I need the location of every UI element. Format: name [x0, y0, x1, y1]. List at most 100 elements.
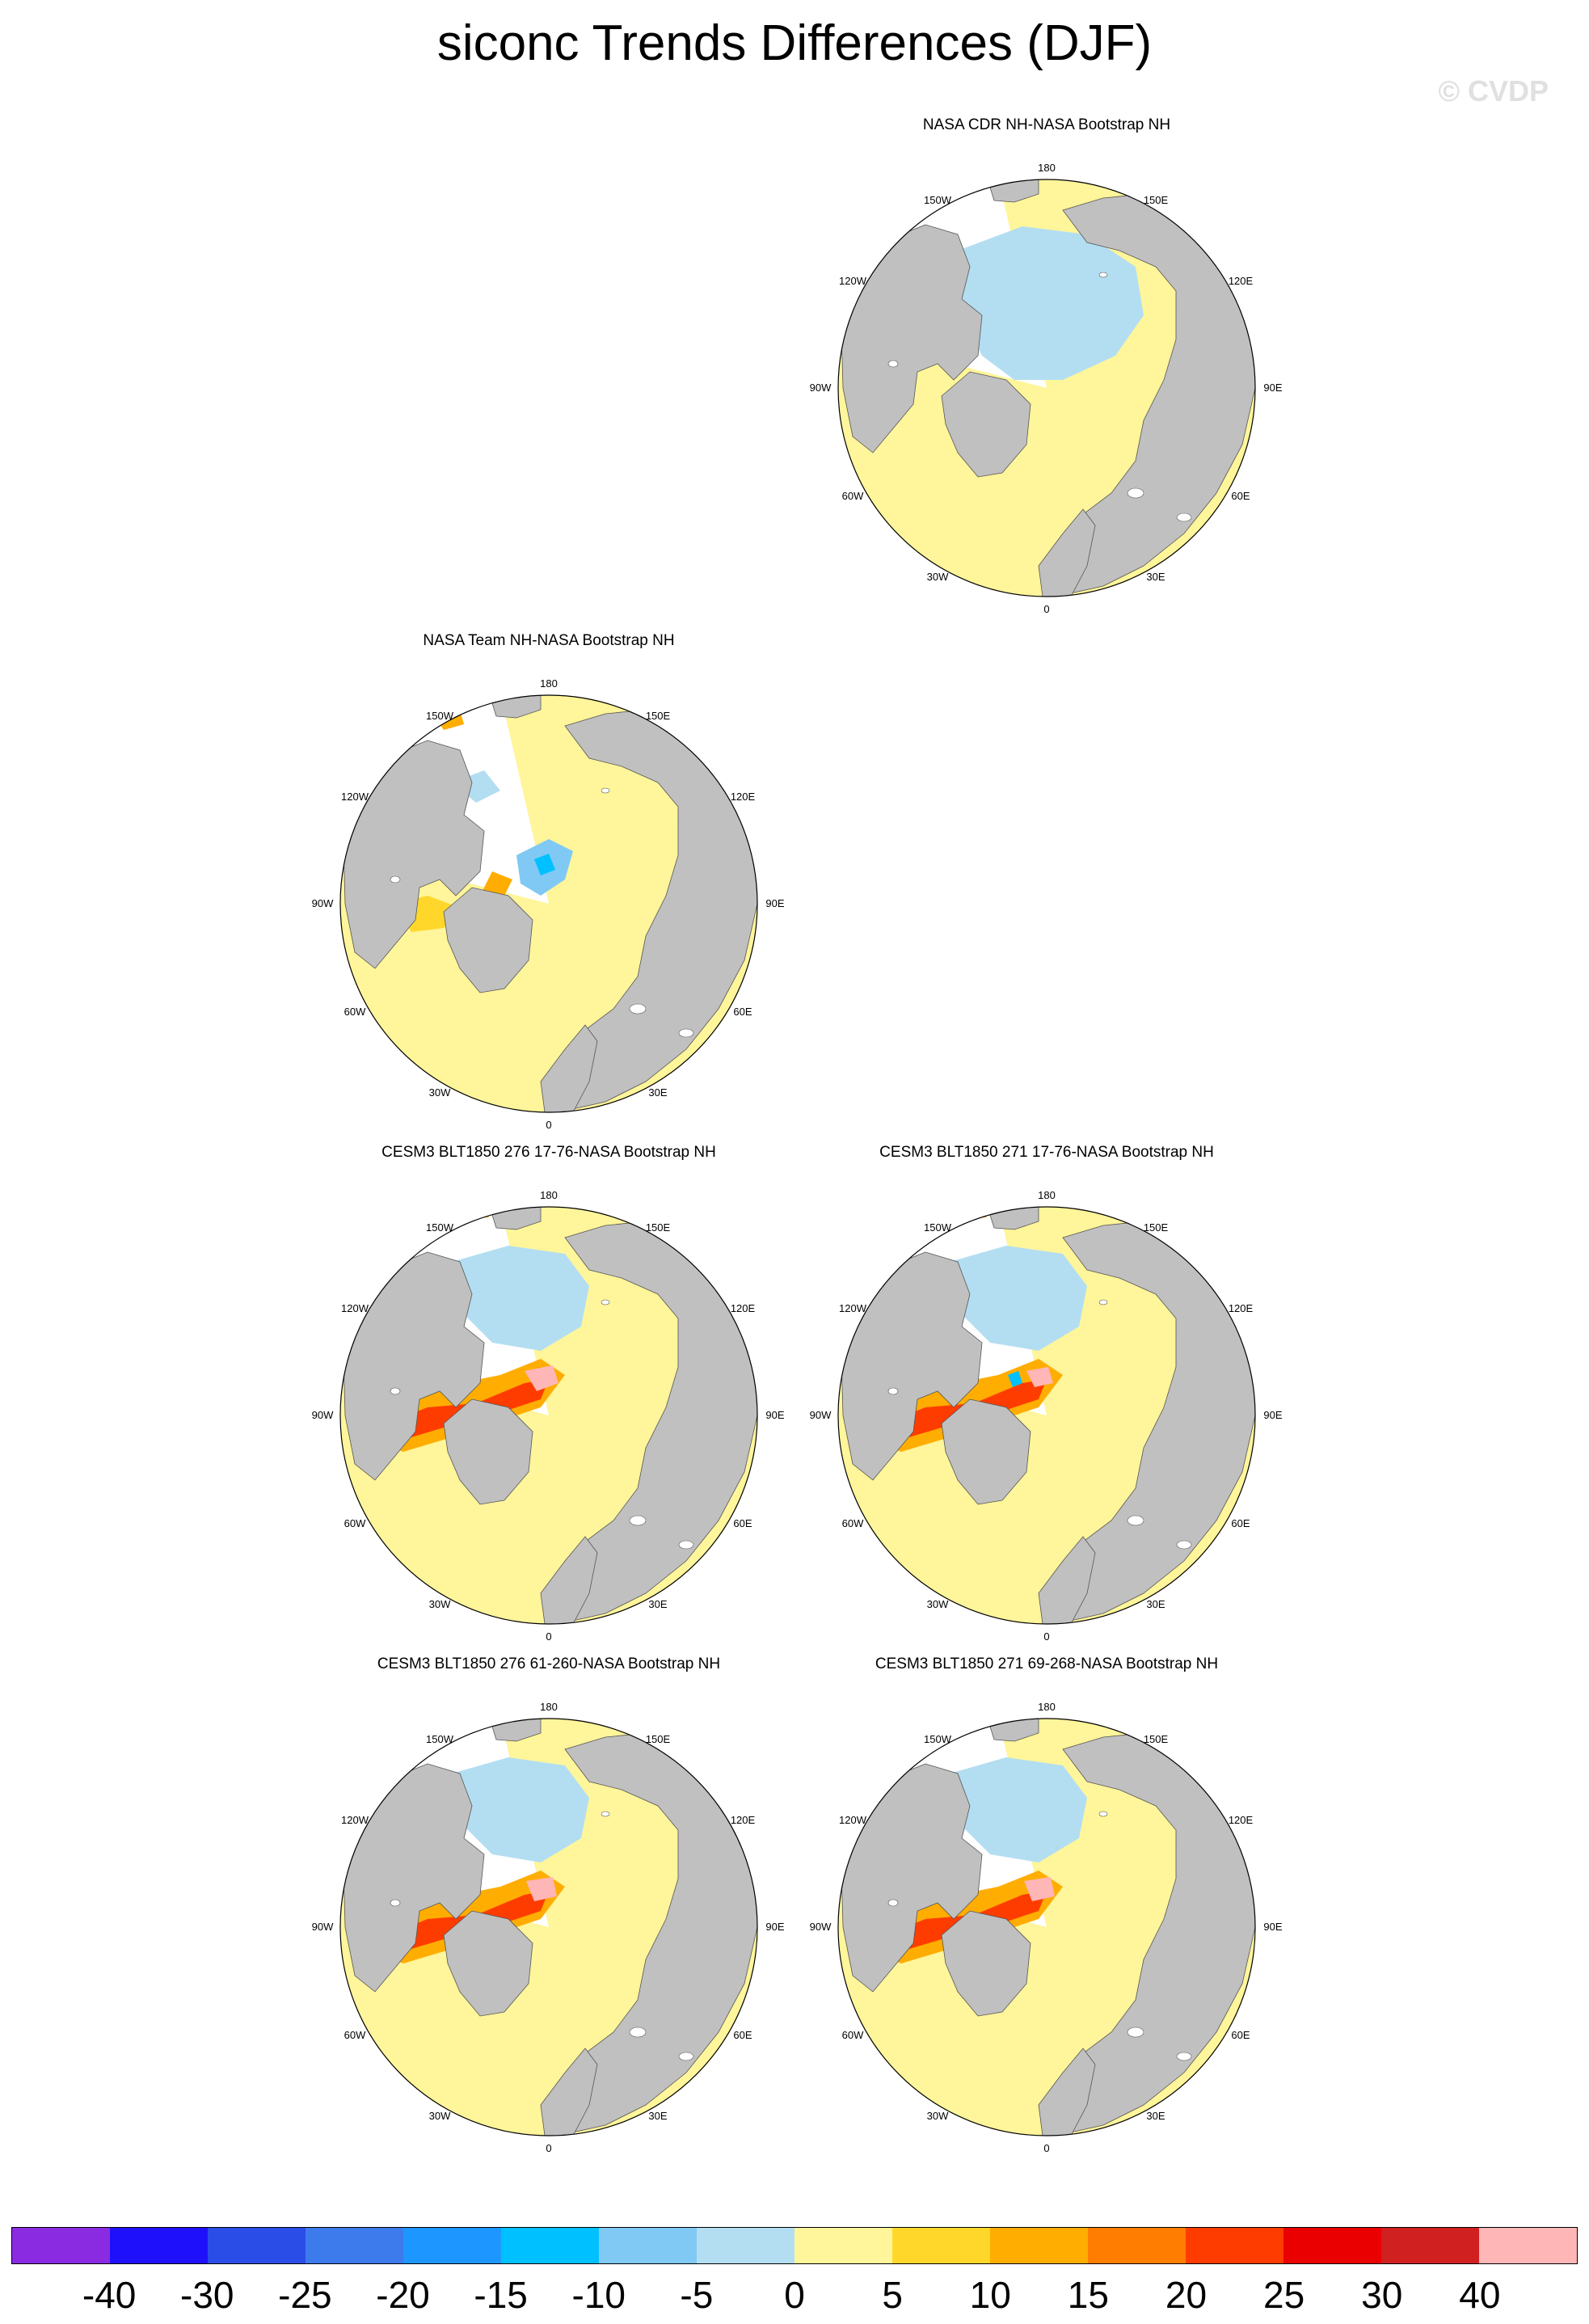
land-mass [1038, 508, 1096, 597]
lon-label-top: 180 [1038, 1189, 1056, 1201]
lake [390, 1387, 401, 1395]
lon-label-mid-lower-right: 60E [733, 1517, 752, 1529]
lon-label-mid-upper-right: 120E [1229, 1814, 1254, 1826]
lon-label-left: 90W [810, 382, 832, 394]
map-border [837, 1718, 1256, 2136]
land-mass [343, 1251, 485, 1481]
colorbar-tick-label: 15 [1067, 2274, 1109, 2316]
lake [601, 1299, 610, 1305]
colorbar-segment [892, 2228, 990, 2263]
trend-field-patch [444, 1719, 496, 1727]
trend-field-patch [954, 1192, 974, 1205]
map-field [340, 1207, 757, 1624]
lake [1127, 487, 1144, 499]
lake [678, 1540, 694, 1550]
lon-label-lower-right: 30E [648, 2110, 667, 2122]
trend-field-patch [950, 1757, 1087, 1862]
panel-title: CESM3 BLT1850 271 69-268-NASA Bootstrap … [875, 1655, 1218, 1672]
lon-label-mid-upper-right: 120E [731, 1302, 756, 1314]
trend-field-patch [1026, 1367, 1053, 1387]
lon-label-lower-left: 30W [429, 1086, 451, 1099]
trend-field-patch [901, 1207, 998, 1221]
colorbar-tick-label: -15 [474, 2274, 528, 2316]
lake [887, 1387, 899, 1395]
panel-cesm3-271-17-76: CESM3 BLT1850 271 17-76-NASA Bootstrap N… [796, 1141, 1297, 1643]
colorbar-tick-label: -5 [680, 2274, 714, 2316]
lake [887, 1899, 899, 1907]
colorbar-segment [12, 2228, 110, 2263]
panel-title: NASA CDR NH-NASA Bootstrap NH [923, 116, 1170, 133]
lake [390, 1899, 401, 1907]
polar-map: CESM3 BLT1850 276 61-260-NASA Bootstrap … [312, 1655, 785, 2154]
lon-label-mid-upper-right: 120E [1229, 275, 1254, 287]
colorbar-segment [794, 2228, 892, 2263]
polar-map: CESM3 BLT1850 276 17-76-NASA Bootstrap N… [312, 1144, 785, 1643]
trend-field-patch [901, 1719, 990, 1721]
colorbar-tick-label: 25 [1263, 2274, 1305, 2316]
colorbar-tick-label: -20 [376, 2274, 430, 2316]
lake [601, 1811, 610, 1817]
land-mass [941, 1398, 1031, 1505]
lon-label-mid-lower-left: 60W [344, 1006, 366, 1018]
map-field [340, 695, 757, 1112]
colorbar-segment [1186, 2228, 1283, 2263]
lon-label-right: 90E [765, 897, 784, 909]
trend-field-patch [436, 1207, 484, 1217]
panel-cesm3-276-61-260: CESM3 BLT1850 276 61-260-NASA Bootstrap … [298, 1652, 799, 2154]
lon-label-bottom: 0 [546, 2142, 551, 2154]
land-mass [540, 1536, 598, 1624]
lon-label-upper-left: 150W [426, 1733, 454, 1745]
trend-field-patch [1024, 1877, 1055, 1901]
lon-label-mid-upper-left: 120W [839, 1814, 867, 1826]
lon-label-mid-upper-right: 120E [731, 1814, 756, 1826]
lon-label-upper-left: 150W [426, 710, 454, 722]
colorbar-tick-label: 10 [969, 2274, 1011, 2316]
lon-label-upper-right: 150E [646, 1733, 671, 1745]
trend-field-patch [458, 1719, 478, 1720]
lon-label-right: 90E [765, 1409, 784, 1421]
colorbar-tick-labels: -40 -30 -25 -20 -15 -10 -5 0 5 10 15 20 25 30 40 [11, 2273, 1578, 2322]
land-mass [1038, 2048, 1096, 2136]
lon-label-top: 180 [540, 677, 558, 690]
lake [1098, 1299, 1108, 1305]
lon-label-upper-left: 150W [924, 1221, 952, 1234]
map-border [339, 1718, 758, 2136]
land-mass [343, 740, 485, 969]
map-field [838, 1192, 1255, 1624]
trend-field-patch [534, 854, 555, 875]
colorbar-tick-label: -25 [278, 2274, 332, 2316]
lon-label-lower-right: 30E [648, 1598, 667, 1610]
panel-title: NASA Team NH-NASA Bootstrap NH [423, 632, 674, 649]
colorbar-tick-label: 20 [1165, 2274, 1208, 2316]
lake [678, 1028, 694, 1038]
lon-label-mid-upper-left: 120W [839, 1302, 867, 1314]
lake [678, 2052, 694, 2061]
lon-label-left: 90W [312, 897, 334, 909]
lake [1176, 512, 1192, 522]
lon-label-bottom: 0 [1043, 1630, 1049, 1643]
lake [629, 1003, 647, 1014]
panel-title: CESM3 BLT1850 276 61-260-NASA Bootstrap … [377, 1655, 720, 1672]
lon-label-upper-left: 150W [924, 194, 952, 206]
map-field [838, 1719, 1255, 2136]
lon-label-top: 180 [1038, 1701, 1056, 1713]
panel-team: NASA Team NH-NASA Bootstrap NH 180 0 150W 15… [298, 629, 799, 1131]
map-border [837, 179, 1256, 597]
lon-label-lower-right: 30E [1146, 1598, 1165, 1610]
colorbar-tick-label: -10 [571, 2274, 626, 2316]
lon-label-left: 90W [810, 1409, 832, 1421]
cvdp-watermark: © CVDP [1438, 74, 1549, 108]
lon-label-mid-lower-right: 60E [1231, 490, 1250, 502]
colorbar [11, 2227, 1578, 2264]
polar-map: NASA Team NH-NASA Bootstrap NH 180 0 150W 15… [312, 632, 785, 1131]
lake [887, 360, 899, 368]
lon-label-mid-upper-left: 120W [341, 1302, 369, 1314]
trend-field-patch [526, 1877, 557, 1901]
lake [629, 2027, 647, 2038]
lake [1098, 1811, 1108, 1817]
lon-label-mid-upper-left: 120W [839, 275, 867, 287]
lon-label-upper-right: 150E [1144, 194, 1169, 206]
colorbar-segment [501, 2228, 599, 2263]
trend-field-patch [946, 1719, 997, 1725]
trend-field-patch [1008, 1371, 1022, 1387]
